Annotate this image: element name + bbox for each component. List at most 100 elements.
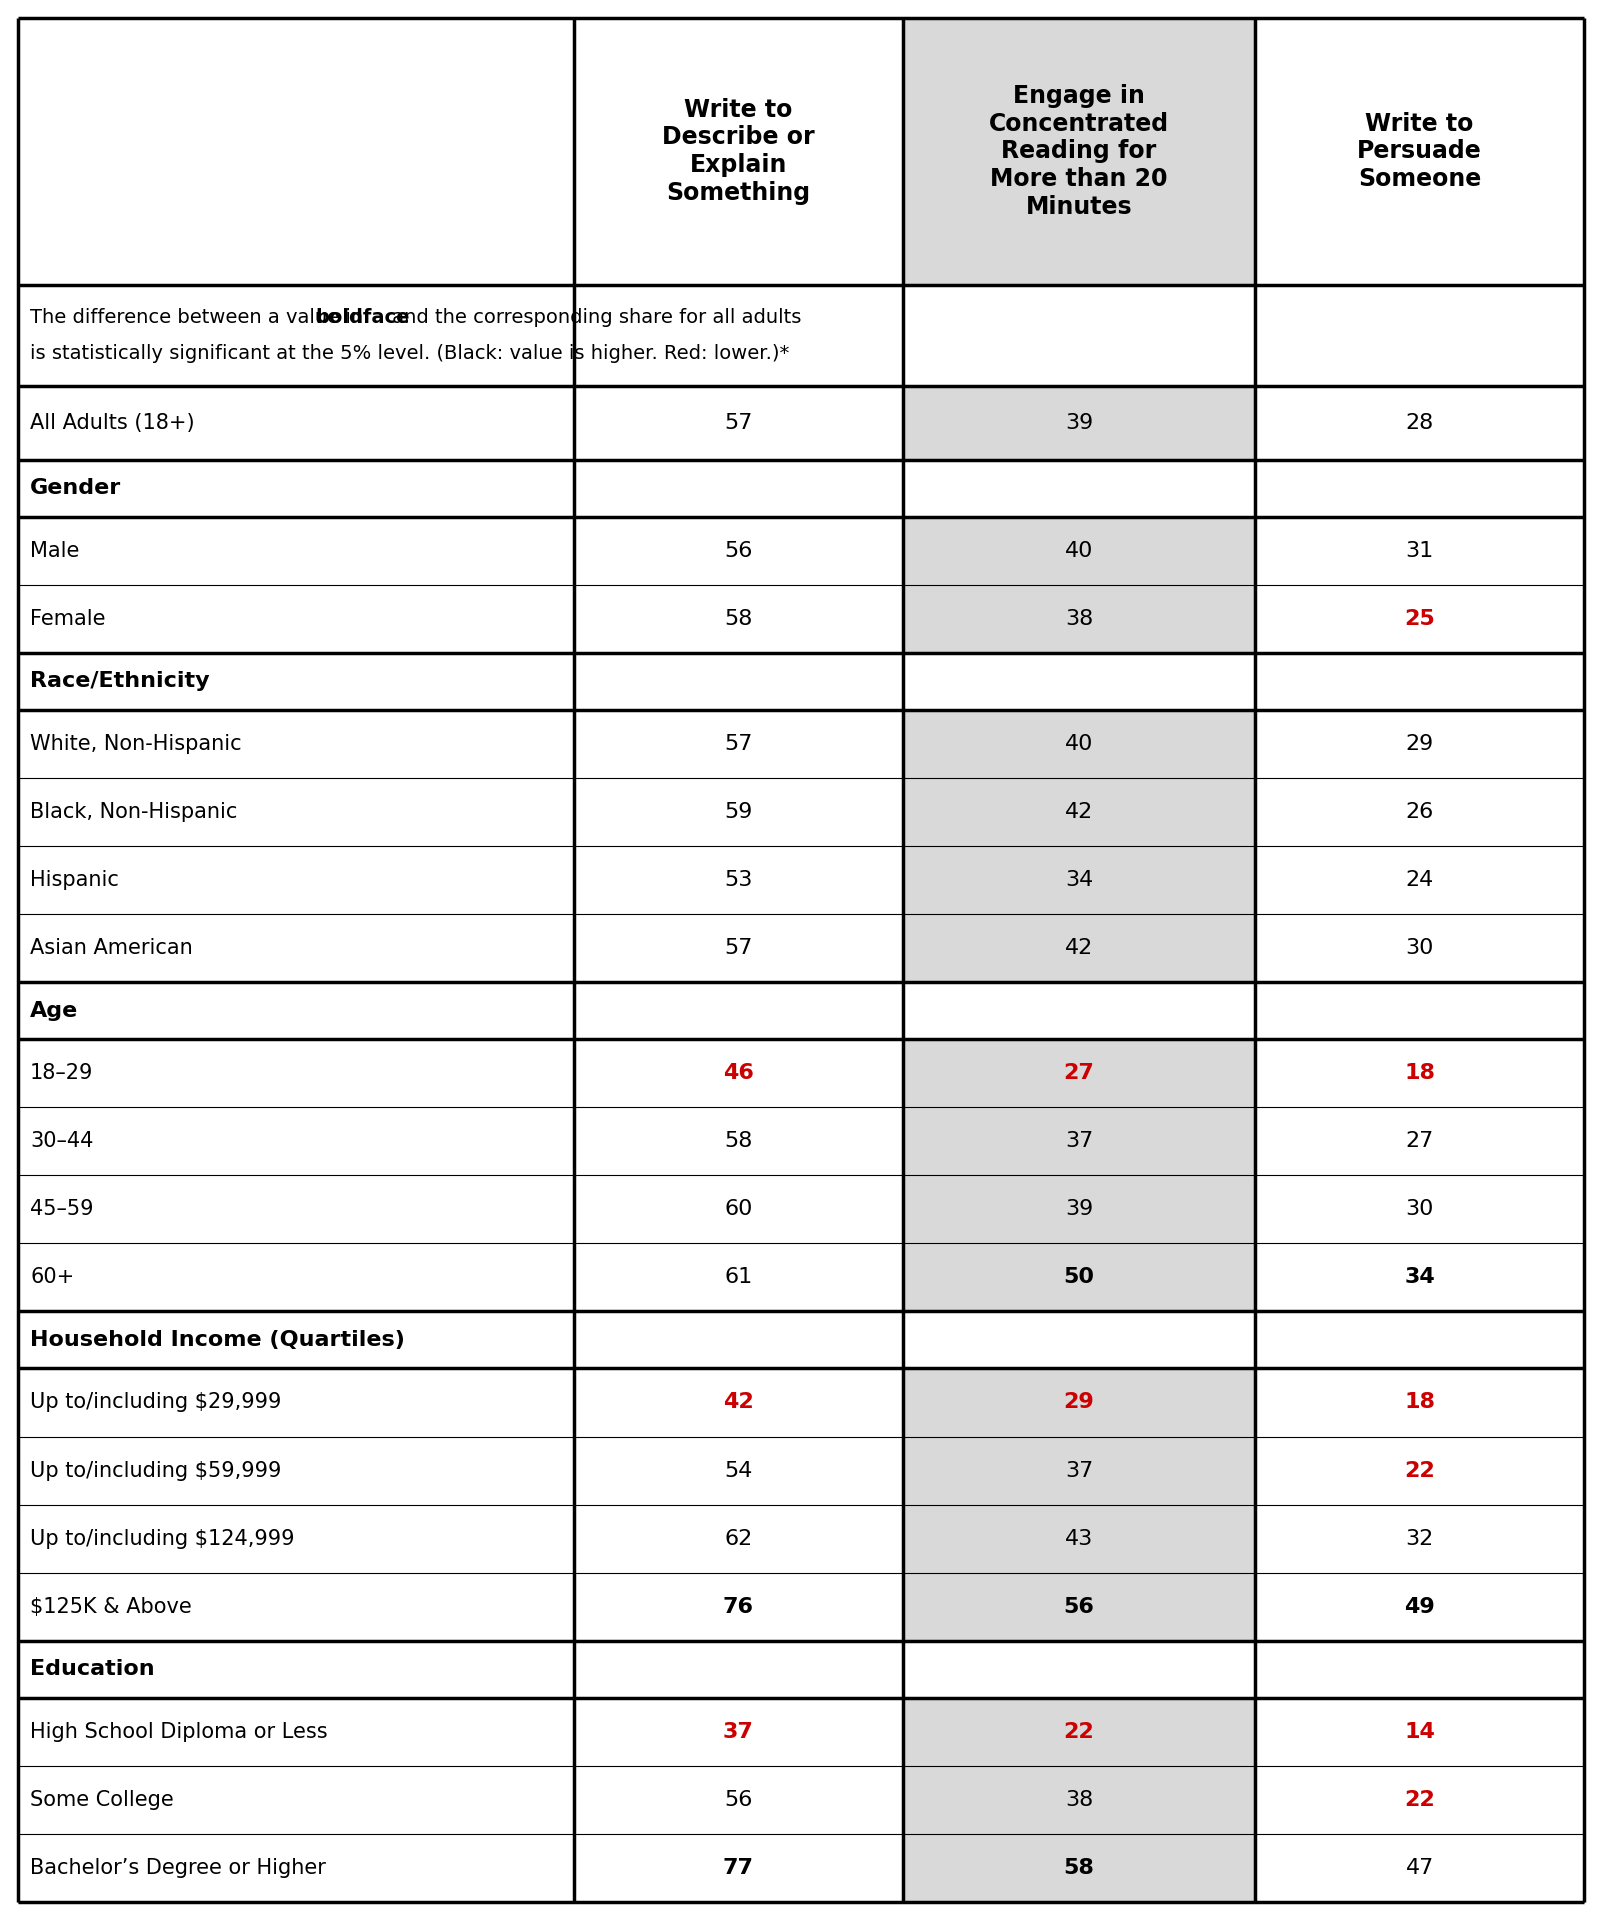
Bar <box>574 1505 904 1572</box>
Text: 14: 14 <box>1403 1722 1435 1741</box>
Bar <box>18 284 1584 386</box>
Text: Gender: Gender <box>30 478 122 497</box>
Bar <box>1254 778 1584 847</box>
Text: 34: 34 <box>1405 1267 1435 1288</box>
Text: 40: 40 <box>1065 733 1093 755</box>
Text: 57: 57 <box>724 733 753 755</box>
Bar <box>18 1766 574 1834</box>
Text: 31: 31 <box>1405 541 1434 561</box>
Text: The difference between a value in: The difference between a value in <box>30 307 370 326</box>
Text: Education: Education <box>30 1659 155 1680</box>
Bar <box>1254 847 1584 914</box>
Text: Hispanic: Hispanic <box>30 870 119 891</box>
Bar <box>904 1766 1254 1834</box>
Text: 29: 29 <box>1405 733 1434 755</box>
Bar <box>1254 1039 1584 1108</box>
Bar <box>904 914 1254 981</box>
Text: 32: 32 <box>1405 1528 1434 1549</box>
Text: 29: 29 <box>1064 1392 1094 1413</box>
Text: 27: 27 <box>1064 1064 1094 1083</box>
Text: 18–29: 18–29 <box>30 1064 93 1083</box>
Text: 62: 62 <box>724 1528 753 1549</box>
Bar <box>18 1039 574 1108</box>
Bar <box>904 17 1254 284</box>
Bar <box>574 1766 904 1834</box>
Bar <box>18 710 574 778</box>
Text: Household Income (Quartiles): Household Income (Quartiles) <box>30 1331 405 1350</box>
Text: 49: 49 <box>1405 1597 1435 1617</box>
Bar <box>904 778 1254 847</box>
Text: 28: 28 <box>1405 413 1434 432</box>
Text: Age: Age <box>30 1000 78 1021</box>
Bar <box>18 1697 574 1766</box>
Text: 53: 53 <box>724 870 753 891</box>
Text: 43: 43 <box>1065 1528 1093 1549</box>
Text: 18: 18 <box>1403 1392 1435 1413</box>
Bar <box>574 1834 904 1903</box>
Bar <box>1254 1572 1584 1642</box>
Bar <box>574 847 904 914</box>
Text: Up to/including $124,999: Up to/including $124,999 <box>30 1528 295 1549</box>
Text: $125K & Above: $125K & Above <box>30 1597 192 1617</box>
Bar <box>1254 1175 1584 1244</box>
Bar <box>1254 386 1584 459</box>
Text: 40: 40 <box>1065 541 1093 561</box>
Bar <box>574 1108 904 1175</box>
Bar <box>904 1175 1254 1244</box>
Bar <box>904 1244 1254 1311</box>
Bar <box>904 1039 1254 1108</box>
Text: 76: 76 <box>723 1597 755 1617</box>
Text: 47: 47 <box>1405 1859 1434 1878</box>
Text: 59: 59 <box>724 803 753 822</box>
Bar <box>18 1642 1584 1697</box>
Bar <box>18 1244 574 1311</box>
Text: 22: 22 <box>1405 1461 1435 1480</box>
Bar <box>18 914 574 981</box>
Bar <box>18 386 574 459</box>
Bar <box>1254 1697 1584 1766</box>
Text: 57: 57 <box>724 939 753 958</box>
Text: 24: 24 <box>1405 870 1434 891</box>
Text: Bachelor’s Degree or Higher: Bachelor’s Degree or Higher <box>30 1859 325 1878</box>
Bar <box>904 1369 1254 1436</box>
Bar <box>904 1505 1254 1572</box>
Text: Black, Non-Hispanic: Black, Non-Hispanic <box>30 803 237 822</box>
Bar <box>904 1572 1254 1642</box>
Text: 30: 30 <box>1405 1200 1434 1219</box>
Bar <box>18 653 1584 710</box>
Bar <box>18 1311 1584 1369</box>
Text: Write to
Persuade
Someone: Write to Persuade Someone <box>1357 111 1482 192</box>
Text: All Adults (18+): All Adults (18+) <box>30 413 194 432</box>
Bar <box>18 586 574 653</box>
Text: Race/Ethnicity: Race/Ethnicity <box>30 672 210 691</box>
Text: 38: 38 <box>1065 1789 1093 1811</box>
Text: 37: 37 <box>1065 1461 1093 1480</box>
Text: 34: 34 <box>1065 870 1093 891</box>
Bar <box>18 1834 574 1903</box>
Text: Write to
Describe or
Explain
Something: Write to Describe or Explain Something <box>662 98 815 205</box>
Text: White, Non-Hispanic: White, Non-Hispanic <box>30 733 242 755</box>
Bar <box>18 1175 574 1244</box>
Bar <box>574 1572 904 1642</box>
Text: 22: 22 <box>1405 1789 1435 1811</box>
Bar <box>18 847 574 914</box>
Text: 26: 26 <box>1405 803 1434 822</box>
Text: High School Diploma or Less: High School Diploma or Less <box>30 1722 328 1741</box>
Bar <box>18 1436 574 1505</box>
Text: 50: 50 <box>1064 1267 1094 1288</box>
Text: 46: 46 <box>723 1064 755 1083</box>
Text: 77: 77 <box>723 1859 755 1878</box>
Bar <box>574 710 904 778</box>
Bar <box>1254 516 1584 586</box>
Text: 42: 42 <box>1065 803 1093 822</box>
Bar <box>18 1108 574 1175</box>
Text: 56: 56 <box>1064 1597 1094 1617</box>
Text: 37: 37 <box>1065 1131 1093 1152</box>
Bar <box>18 459 1584 516</box>
Bar <box>1254 1244 1584 1311</box>
Bar <box>904 710 1254 778</box>
Bar <box>1254 710 1584 778</box>
Bar <box>1254 1505 1584 1572</box>
Text: Some College: Some College <box>30 1789 173 1811</box>
Text: 60: 60 <box>724 1200 753 1219</box>
